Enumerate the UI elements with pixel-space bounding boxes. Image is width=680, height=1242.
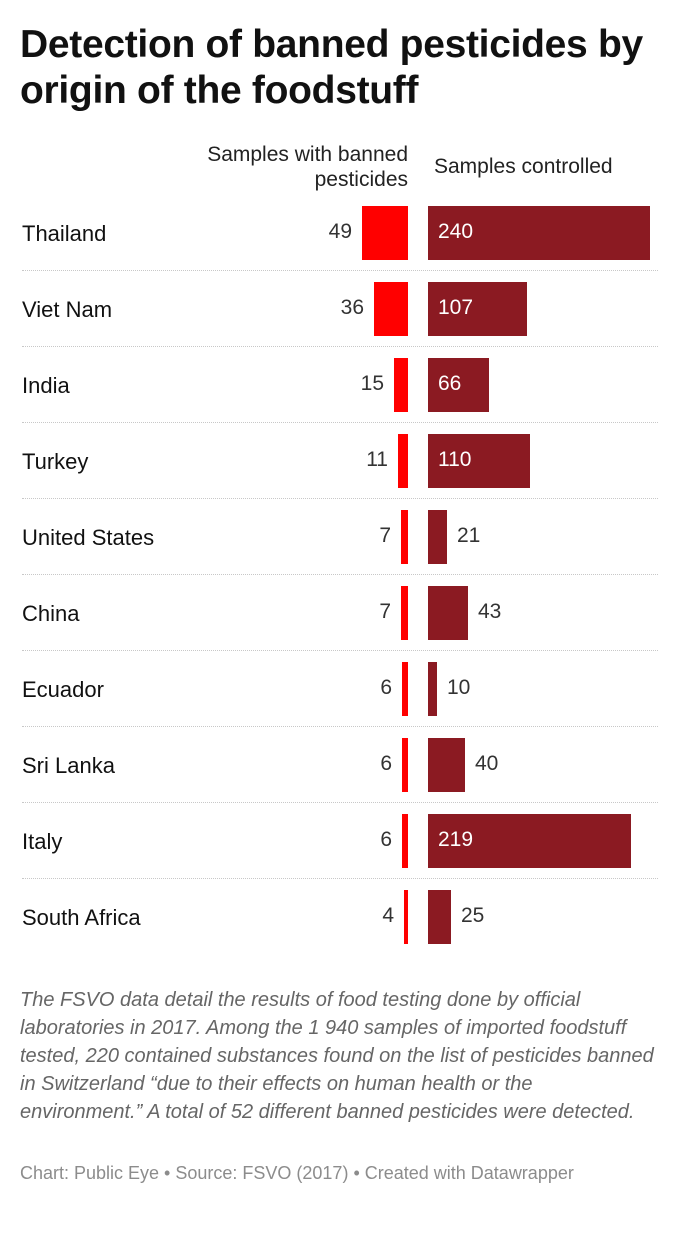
category-label: Ecuador	[22, 677, 104, 702]
chart-row: South Africa 4 25	[0, 890, 680, 966]
banned-bar	[398, 434, 408, 488]
chart-notes: The FSVO data detail the results of food…	[20, 989, 654, 1123]
controlled-bar	[428, 358, 489, 412]
controlled-bar	[428, 510, 447, 564]
category-label: China	[22, 601, 80, 626]
banned-bar	[402, 738, 408, 792]
category-label: Turkey	[22, 449, 89, 474]
controlled-value-label: 110	[438, 448, 472, 471]
chart-row: China 7 43	[0, 586, 680, 662]
column-header-controlled: Samples controlled	[434, 155, 613, 178]
controlled-value-label: 107	[438, 296, 474, 319]
column-header-banned: Samples with banned pesticides	[207, 143, 408, 191]
banned-bar	[401, 586, 408, 640]
banned-bar	[401, 510, 408, 564]
controlled-bar	[428, 814, 631, 868]
row-divider	[22, 498, 658, 499]
category-label: United States	[22, 525, 155, 550]
row-divider	[22, 878, 658, 879]
controlled-bar	[428, 662, 437, 716]
controlled-bar	[428, 890, 451, 944]
chart-row: Sri Lanka 6 40	[0, 738, 680, 814]
row-divider	[22, 422, 658, 423]
controlled-value-label: 219	[438, 828, 474, 851]
banned-bar	[402, 814, 408, 868]
banned-bar	[362, 206, 408, 260]
row-divider	[22, 346, 658, 347]
chart-footer: Chart: Public Eye • Source: FSVO (2017) …	[20, 1163, 574, 1183]
banned-value-label: 15	[360, 372, 384, 395]
row-divider	[22, 270, 658, 271]
row-divider	[22, 574, 658, 575]
category-label: India	[22, 373, 70, 398]
banned-bar	[374, 282, 408, 336]
controlled-value-label: 40	[475, 752, 499, 775]
banned-value-label: 6	[380, 752, 392, 775]
banned-value-label: 7	[379, 524, 391, 547]
category-label: Sri Lanka	[22, 753, 115, 778]
chart-row: Turkey 11 110	[0, 434, 680, 510]
controlled-value-label: 10	[447, 676, 471, 699]
category-label: South Africa	[22, 905, 141, 930]
banned-value-label: 6	[380, 676, 392, 699]
banned-value-label: 11	[366, 448, 388, 471]
chart-row: Ecuador 6 10	[0, 662, 680, 738]
category-label: Italy	[22, 829, 63, 854]
controlled-bar	[428, 206, 650, 260]
controlled-bar	[428, 738, 465, 792]
chart-row: Viet Nam 36 107	[0, 282, 680, 358]
banned-bar	[404, 890, 408, 944]
chart-title: Detection of banned pesticides by origin…	[20, 23, 643, 112]
controlled-bar	[428, 282, 527, 336]
banned-value-label: 7	[379, 600, 391, 623]
controlled-value-label: 21	[457, 524, 481, 547]
controlled-bar	[428, 434, 530, 488]
row-divider	[22, 802, 658, 803]
banned-value-label: 49	[328, 220, 352, 243]
banned-value-label: 36	[340, 296, 364, 319]
chart-row: United States 7 21	[0, 510, 680, 586]
controlled-value-label: 66	[438, 372, 462, 395]
banned-value-label: 6	[380, 828, 392, 851]
controlled-value-label: 25	[461, 904, 485, 927]
row-divider	[22, 726, 658, 727]
category-label: Viet Nam	[22, 297, 113, 322]
category-label: Thailand	[22, 221, 107, 246]
controlled-value-label: 43	[478, 600, 502, 623]
row-divider	[22, 650, 658, 651]
bar-chart: Thailand 49 240 Viet Nam 36 107 India 15 66 Turke…	[0, 206, 680, 944]
chart-row: India 15 66	[0, 358, 680, 434]
banned-bar	[402, 662, 408, 716]
chart-row: Thailand 49 240	[0, 206, 680, 282]
controlled-bar	[428, 586, 468, 640]
chart-row: Italy 6 219	[0, 814, 680, 890]
controlled-value-label: 240	[438, 220, 474, 243]
banned-bar	[394, 358, 408, 412]
banned-value-label: 4	[382, 904, 394, 927]
